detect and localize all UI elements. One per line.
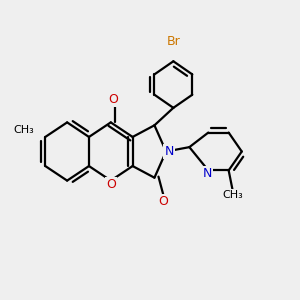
Text: O: O bbox=[106, 178, 116, 191]
Text: N: N bbox=[165, 145, 174, 158]
Text: CH₃: CH₃ bbox=[223, 190, 243, 200]
Text: CH₃: CH₃ bbox=[14, 125, 34, 135]
Text: O: O bbox=[108, 93, 118, 106]
Text: N: N bbox=[203, 167, 212, 180]
Text: O: O bbox=[158, 195, 168, 208]
Text: Br: Br bbox=[167, 34, 180, 47]
